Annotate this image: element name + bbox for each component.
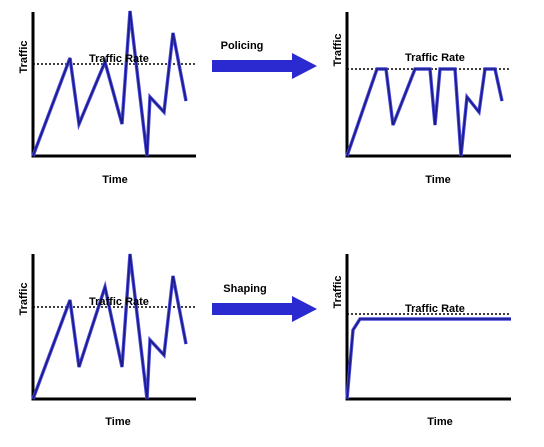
traffic-signal-edge (31, 253, 188, 400)
panel-shaping-output: Traffic Rate Time Traffic (332, 254, 511, 428)
x-axis-label: Time (102, 174, 127, 186)
traffic-signal-edge (31, 10, 188, 157)
traffic-signal (346, 318, 511, 400)
traffic-signal-edge (345, 317, 511, 400)
traffic-rate-label: Traffic Rate (89, 53, 149, 65)
traffic-signal (32, 10, 187, 157)
traffic-signal (346, 68, 503, 157)
right-arrow-icon (212, 296, 317, 322)
x-axis-label: Time (105, 416, 130, 428)
panel-policing-output: Traffic Rate Time Traffic (332, 12, 511, 186)
right-arrow-icon (212, 53, 317, 79)
y-axis-label: Traffic (332, 33, 344, 66)
axis-lines (345, 254, 511, 401)
policing-label: Policing (221, 40, 264, 52)
panel-policing-input: Traffic Rate Time Traffic (18, 10, 196, 186)
panel-shaping-input: Traffic Rate Time Traffic (18, 253, 196, 428)
x-axis-label: Time (427, 416, 452, 428)
y-axis-label: Traffic (18, 40, 30, 73)
x-axis-label: Time (425, 174, 450, 186)
y-axis-label: Traffic (18, 282, 30, 315)
traffic-rate-label: Traffic Rate (405, 52, 465, 64)
shaping-arrow-group: Shaping (212, 283, 317, 322)
traffic-signal (32, 253, 187, 400)
policing-arrow-group: Policing (212, 40, 317, 79)
y-axis-label: Traffic (332, 275, 344, 308)
traffic-rate-label: Traffic Rate (89, 296, 149, 308)
shaping-label: Shaping (223, 283, 266, 295)
traffic-rate-label: Traffic Rate (405, 303, 465, 315)
